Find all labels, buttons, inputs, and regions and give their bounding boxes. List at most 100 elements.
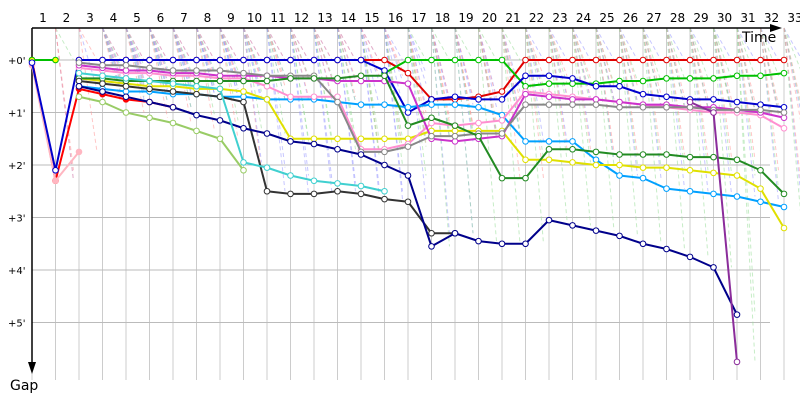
data-point [193,56,200,64]
data-point [663,103,670,111]
data-point [639,56,647,64]
data-point [522,240,529,248]
pit-guide-line [407,27,427,176]
pit-guide-line [713,27,732,61]
data-point [475,56,482,64]
data-point [381,135,388,143]
data-point [404,122,412,129]
data-point [639,77,647,85]
data-point [428,243,435,250]
pit-guide-line [689,27,709,100]
data-point [757,185,764,192]
x-tick-label: 25 [599,11,614,25]
y-tick-label: +0' [8,56,26,67]
pit-guide-line [548,27,568,97]
data-point [99,72,106,80]
pit-guide-line [219,27,239,139]
pit-guide-line [736,27,756,315]
pit-guide-line [266,27,286,134]
pit-guide-line [501,27,521,134]
data-point [146,98,153,106]
pit-guide-line [572,27,591,79]
data-point [757,56,764,64]
x-tick-label: 3 [86,11,94,25]
pit-guide-line [689,27,709,79]
data-point [287,172,294,179]
pit-guide-line [407,27,427,61]
series [28,56,788,366]
pit-guide-line [713,27,732,268]
data-point [428,229,435,237]
data-point [616,151,623,158]
data-point [592,56,600,64]
pit-guide-line [337,27,356,192]
data-point [710,153,717,161]
pit-guide-line [219,27,239,97]
data-point [569,222,576,229]
data-point [757,72,764,80]
data-point [334,135,341,143]
pit-guide-line [595,27,615,61]
data-point [216,85,224,93]
pit-guide-line [337,27,356,79]
data-point [780,109,788,116]
data-point [99,61,106,69]
data-point [240,77,247,85]
x-tick-label: 27 [646,11,661,25]
pit-guide-line [548,27,568,142]
pit-guide-line [360,27,380,139]
series-line [78,72,385,193]
data-point [146,56,153,64]
data-point [381,161,388,169]
x-tick-label: 18 [435,11,450,25]
pit-guide-line [760,27,779,189]
data-point [545,138,553,145]
data-point [169,119,177,127]
data-point [686,253,694,261]
data-point [592,148,600,156]
data-point [639,103,647,111]
data-point [686,153,694,161]
data-point [545,56,553,64]
data-point [381,56,388,64]
pit-guide-line [501,27,521,100]
pit-guide-line [454,27,474,126]
x-tick-label: 11 [270,11,285,25]
data-point [428,101,435,108]
data-point [616,82,623,90]
data-point [616,103,623,111]
data-point [240,166,247,174]
data-point [780,69,788,77]
pit-guide-line [172,27,192,61]
data-point [52,56,59,64]
y-tick-label: +2' [8,161,26,172]
data-point [404,103,412,111]
pit-guide-line [478,27,497,137]
x-axis-label: Time [741,30,776,46]
data-point [780,224,788,232]
data-point [522,72,529,80]
data-point [616,172,623,179]
pit-guide-line [431,27,450,247]
data-point [169,80,177,87]
pit-guide-line [431,27,450,100]
x-tick-label: 16 [388,11,403,25]
data-point [28,59,36,66]
pit-guide-line [501,27,521,179]
data-point [52,177,59,185]
x-tick-label: 4 [110,11,118,25]
pit-guide-line [595,27,615,87]
data-point [169,56,177,64]
series-line [78,95,245,171]
data-point [451,132,459,140]
pit-guide-line [172,27,192,84]
data-point [122,109,130,116]
data-point [357,190,365,198]
data-point [710,96,717,103]
data-point [498,240,506,248]
data-point [381,72,388,80]
data-point [569,75,576,82]
pit-guide-line [525,27,544,244]
data-point [522,174,529,182]
y-axis-label: Gap [10,378,38,394]
